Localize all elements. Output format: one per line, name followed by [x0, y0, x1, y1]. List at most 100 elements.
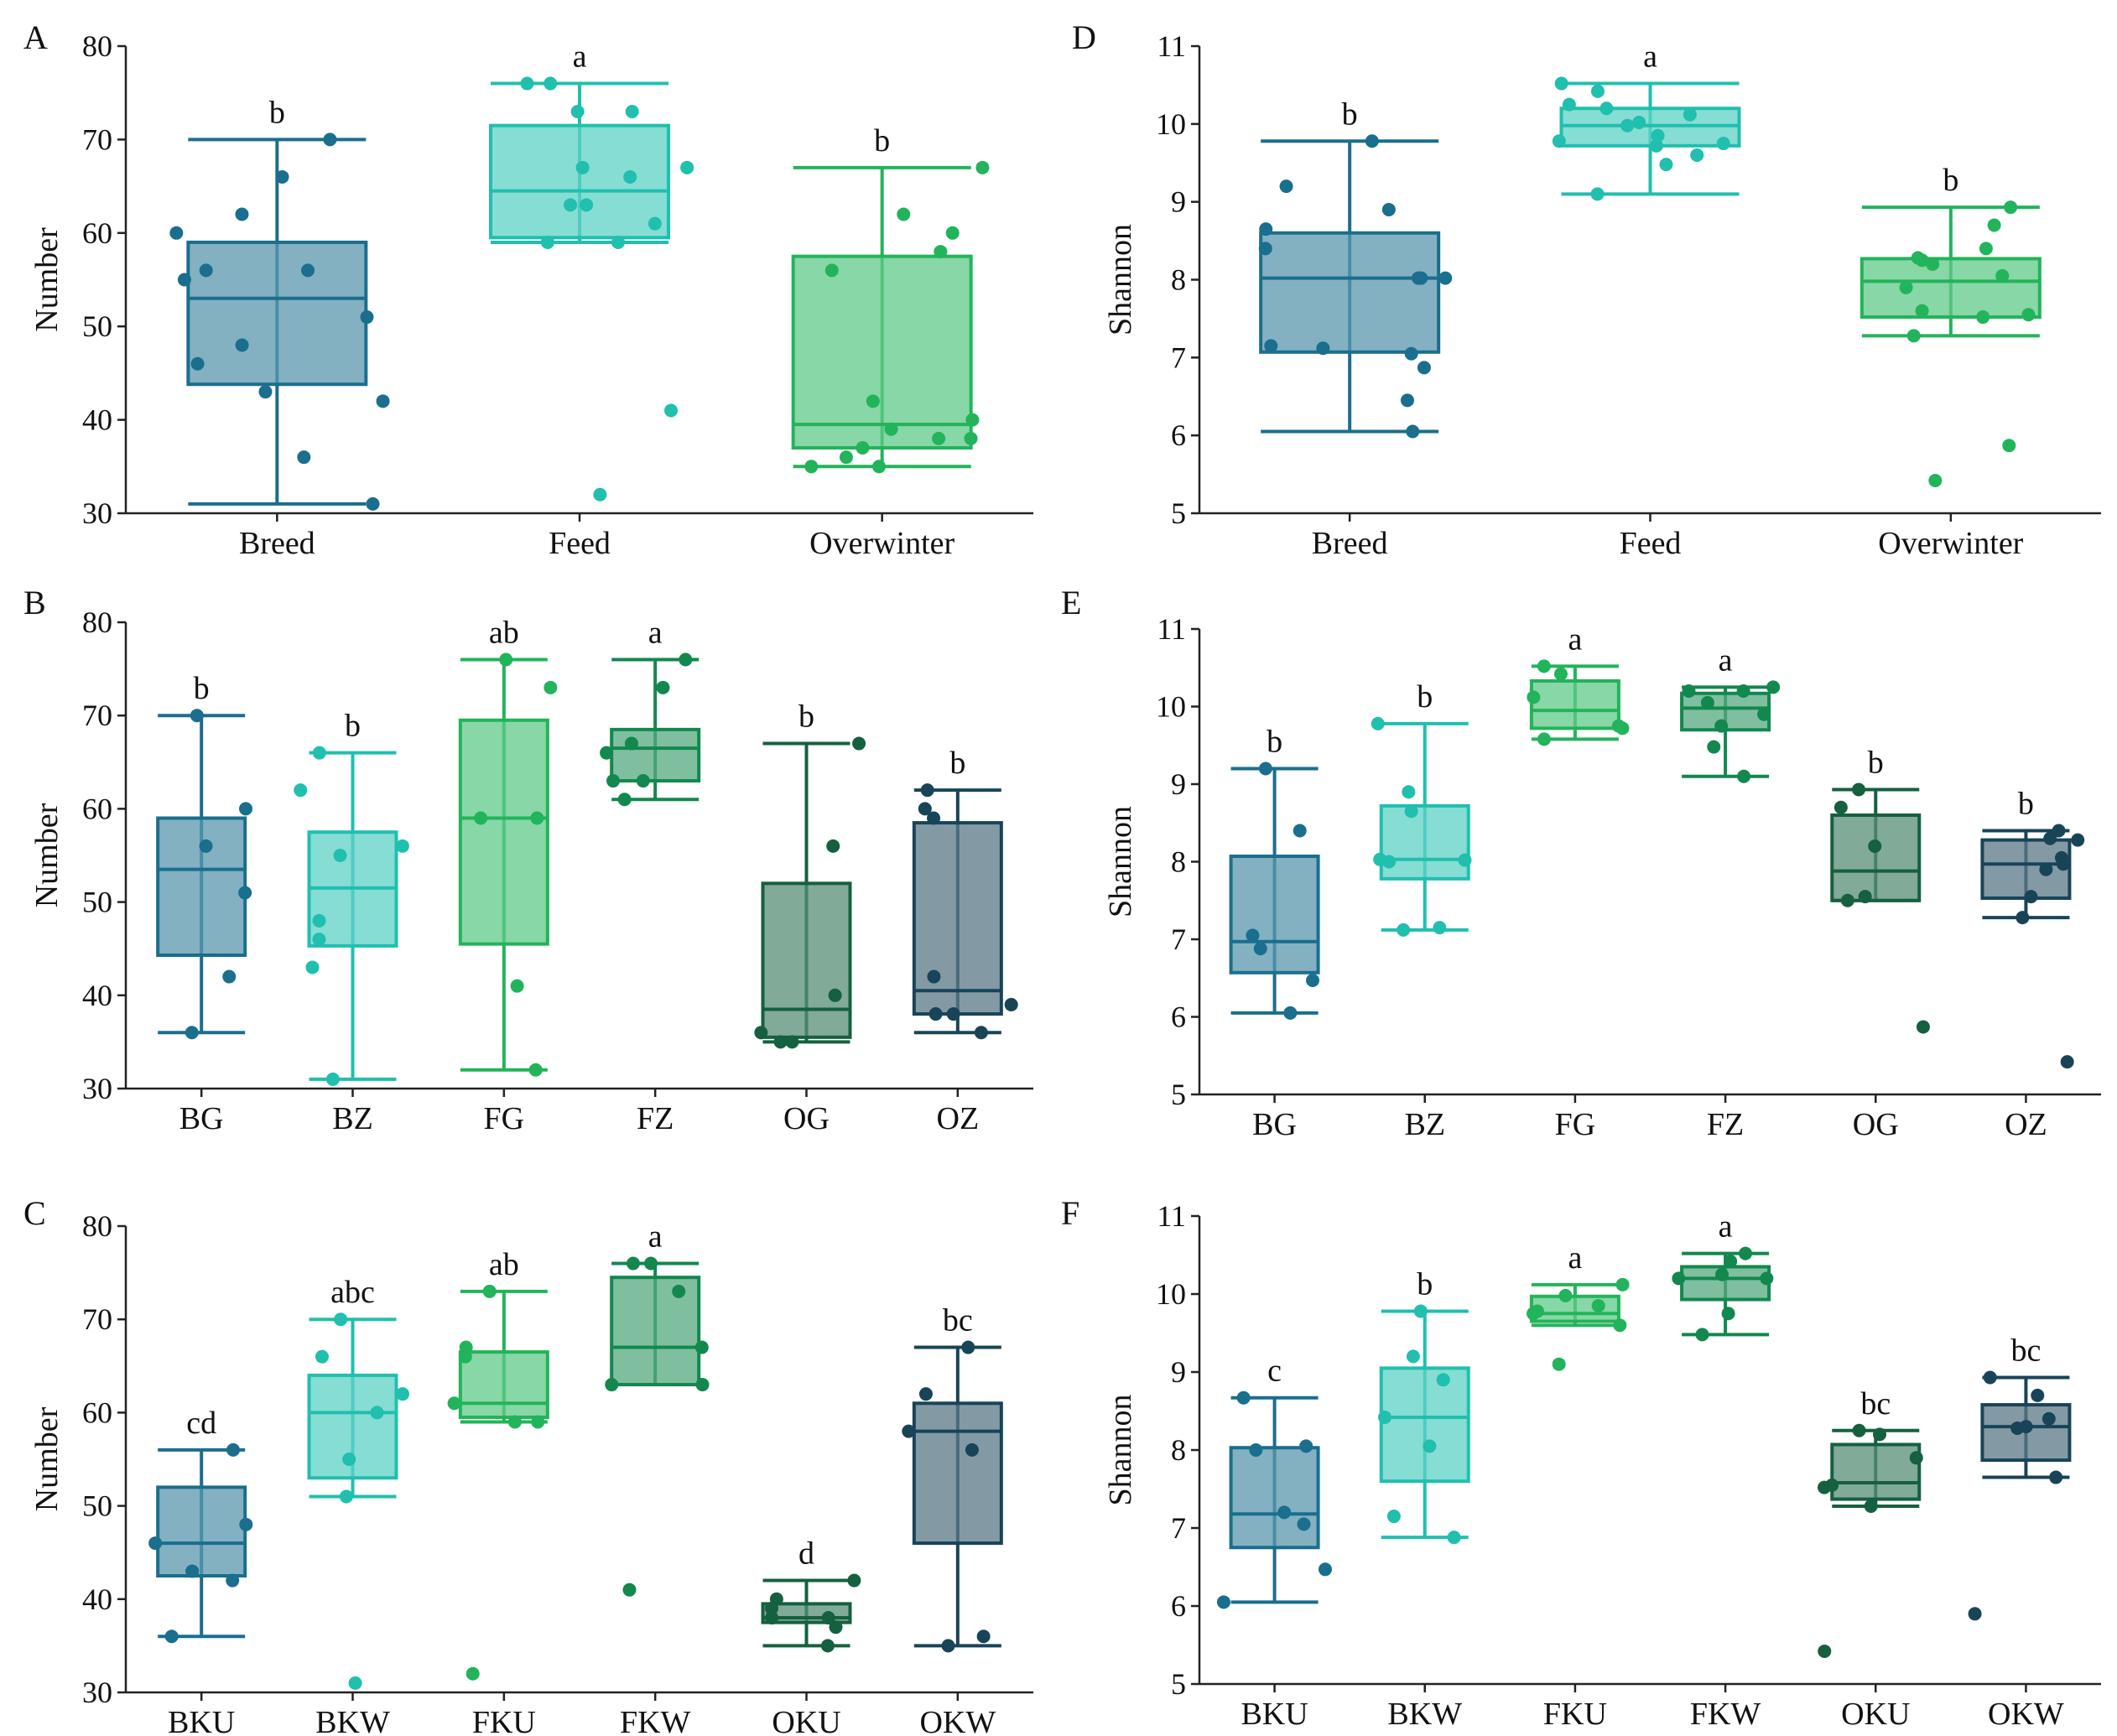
data-point: [829, 1620, 843, 1635]
panel-C: C 30 40 50 60 70 80 Number cd BKU abc BKW ab FKU a FKW d…: [23, 1194, 1033, 1736]
box-group-Feed: a Feed: [489, 39, 694, 561]
y-tick-label: 8: [1171, 263, 1186, 297]
data-point: [965, 1442, 979, 1457]
data-point: [1928, 474, 1943, 488]
data-point: [1299, 1439, 1313, 1453]
data-point: [1537, 732, 1551, 746]
y-tick-label: 50: [82, 1489, 112, 1523]
data-point: [611, 235, 625, 249]
data-point: [507, 1415, 522, 1429]
data-point: [1613, 1318, 1627, 1333]
data-point: [222, 969, 237, 984]
data-point: [1916, 1020, 1930, 1034]
data-point: [2042, 1411, 2056, 1426]
significance-letter: bc: [1860, 1386, 1891, 1422]
data-point: [185, 1026, 199, 1040]
data-point: [1423, 1439, 1437, 1453]
data-point: [884, 422, 898, 436]
box-group-BG: b BG: [156, 671, 253, 1136]
data-point: [847, 1573, 861, 1588]
data-point: [570, 104, 585, 118]
data-point: [934, 245, 948, 259]
data-point: [1404, 346, 1418, 361]
data-point: [2024, 890, 2038, 904]
data-point: [2039, 862, 2053, 876]
data-point: [965, 413, 980, 427]
data-point: [695, 1378, 710, 1392]
data-point: [1926, 257, 1940, 271]
x-tick-label: OG: [783, 1101, 830, 1136]
data-point: [644, 1256, 658, 1271]
y-tick-label: 9: [1171, 767, 1186, 801]
data-point: [1715, 1267, 1729, 1281]
y-tick-label: 50: [82, 886, 112, 919]
y-tick-label: 10: [1156, 107, 1186, 141]
data-point: [1818, 1480, 1832, 1494]
x-tick-label: FZ: [637, 1101, 674, 1136]
data-point: [1852, 1423, 1866, 1437]
x-tick-label: Breed: [239, 526, 315, 561]
box-group-OZ: b OZ: [912, 746, 1018, 1136]
x-tick-label: Feed: [549, 526, 611, 561]
data-point: [1537, 659, 1551, 673]
data-point: [1737, 769, 1751, 783]
data-point: [199, 839, 213, 853]
data-point: [852, 736, 866, 751]
data-point: [334, 1312, 348, 1327]
data-point: [575, 160, 590, 174]
data-point: [622, 1583, 637, 1597]
data-point: [828, 988, 842, 1002]
box-group-OKU: d OKU: [761, 1536, 861, 1736]
data-point: [1458, 853, 1472, 867]
data-point: [1834, 800, 1848, 814]
y-axis-label: Shannon: [1103, 1395, 1138, 1506]
data-point: [1915, 253, 1929, 268]
significance-letter: ab: [489, 1247, 519, 1282]
y-tick-label: 7: [1171, 1511, 1186, 1545]
significance-letter: a: [1568, 1240, 1582, 1276]
y-tick-label: 30: [82, 1676, 112, 1709]
data-point: [342, 1453, 356, 1466]
box-group-Overwinter: b Overwinter: [1860, 163, 2042, 561]
y-axis-label: Shannon: [1103, 224, 1138, 335]
y-tick-label: 10: [1156, 690, 1186, 724]
data-point: [1249, 1443, 1263, 1457]
significance-letter: a: [1643, 39, 1657, 75]
significance-letter: b: [949, 746, 965, 781]
y-axis-label: Shannon: [1103, 806, 1138, 917]
data-point: [1258, 242, 1272, 256]
data-point: [1739, 1246, 1753, 1260]
data-point: [897, 207, 911, 221]
data-point: [680, 160, 694, 174]
box-group-BKU: cd BKU: [148, 1406, 253, 1736]
data-point: [1406, 1349, 1420, 1364]
data-point: [312, 913, 326, 928]
data-point: [920, 783, 934, 798]
box-group-FKU: ab FKU: [447, 1247, 549, 1736]
data-point: [2021, 308, 2036, 322]
data-point: [305, 960, 320, 975]
x-tick-label: BG: [179, 1101, 224, 1136]
data-point: [1620, 118, 1635, 133]
data-point: [520, 76, 534, 91]
iqr-box: [912, 821, 1003, 1016]
significance-letter: a: [648, 1219, 663, 1254]
data-point: [474, 811, 488, 825]
data-point: [1590, 187, 1605, 201]
x-tick-label: OKW: [1988, 1697, 2064, 1732]
data-point: [1253, 942, 1267, 956]
data-point: [1760, 1271, 1774, 1286]
data-point: [1716, 137, 1730, 151]
y-tick-label: 70: [82, 699, 112, 732]
data-point: [1682, 684, 1696, 698]
y-tick-label: 30: [82, 496, 112, 530]
data-point: [1554, 76, 1568, 91]
data-point: [312, 746, 326, 760]
x-tick-label: OZ: [2005, 1107, 2047, 1142]
data-point: [1651, 128, 1665, 143]
y-tick-label: 5: [1171, 1667, 1186, 1701]
data-point: [946, 1007, 960, 1021]
data-point: [1283, 1006, 1298, 1020]
data-point: [623, 169, 637, 184]
data-point: [396, 1387, 410, 1401]
